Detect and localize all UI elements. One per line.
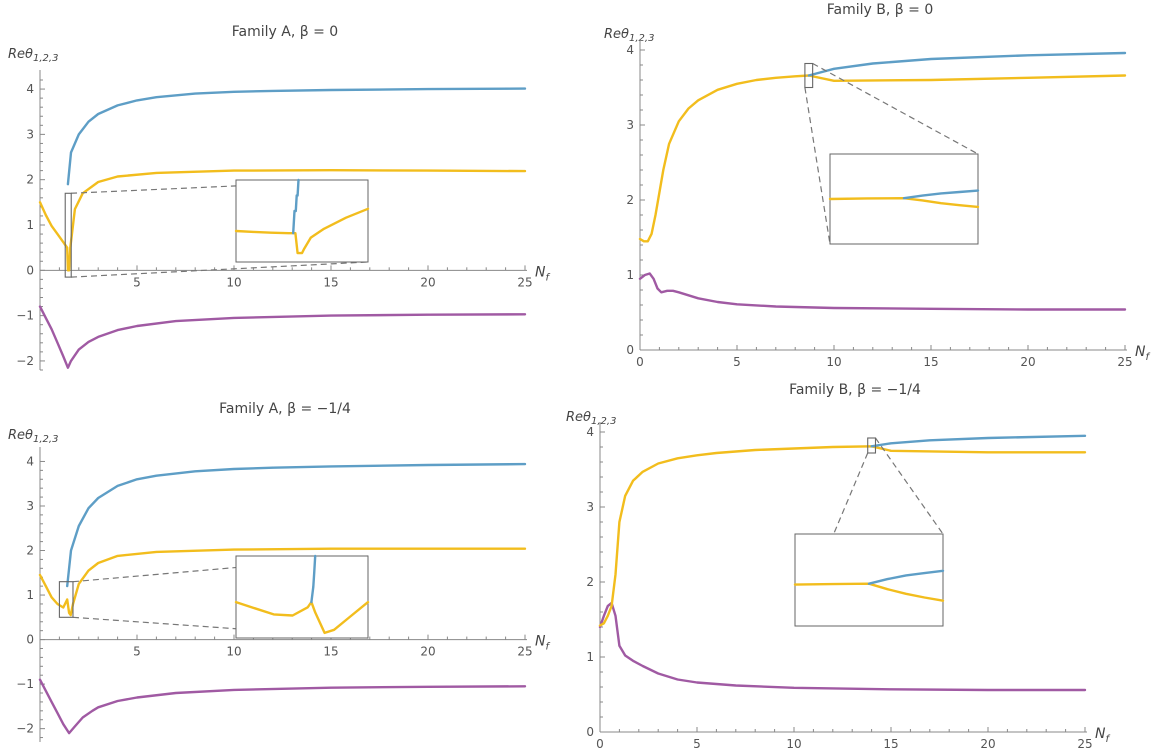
x-tick-label: 5 [733,355,741,369]
y-tick-label: 1 [626,268,634,282]
chart-panel-B0: Family B, β = 0 Reθ1,2,3 Nf 0 5 10 15 20 25 0 1 2 3 4 [604,2,1150,369]
x-tick-label: 15 [323,645,338,659]
x-tick-label: 5 [133,275,141,289]
y-tick-label: 2 [586,575,594,589]
inset-frame [235,555,369,639]
x-axis-label: Nf [1135,344,1150,363]
chart-panel-A0: Family A, β = 0 Reθ1,2,3 Nf 5 10 15 20 25 −2 −1 0 1… [8,24,550,371]
inset-series-blue-line [310,554,317,604]
y-tick-label: 2 [626,193,634,207]
series-yellow-line [638,74,1127,243]
inset-frame [794,533,944,627]
series-blue-line [870,434,1087,448]
inset-series-blue-line [867,569,945,585]
y-tick-label: 1 [26,218,34,232]
y-tick-label: 4 [626,43,634,57]
x-tick-label: 10 [786,737,801,751]
x-axis-label: Nf [535,264,550,283]
y-tick-label: 1 [586,650,594,664]
inset-series-blue-line [292,178,300,235]
x-tick-label: 20 [420,645,435,659]
x-axis-label: Nf [535,634,550,653]
inset-series-blue-line [902,189,980,200]
chart-title: Family B, β = 0 [827,2,933,18]
chart-panel-B1: Family B, β = −1/4 Reθ1,2,3 Nf 0 5 10 15 20 25 0 1… [566,382,1110,751]
y-tick-label: 3 [26,127,34,141]
x-tick-label: 0 [636,355,644,369]
y-tick-label: 4 [26,82,34,96]
x-tick-label: 20 [980,737,995,751]
chart-title: Family B, β = −1/4 [789,382,921,398]
x-tick-label: 20 [1020,355,1035,369]
inset-series-yellow-line [828,197,980,209]
y-tick-label: 3 [626,118,634,132]
x-tick-label: 25 [1117,355,1132,369]
series-blue-line [66,462,527,588]
inset-series-yellow-line [793,582,945,602]
x-tick-label: 25 [517,645,532,659]
y-tick-label: 3 [586,500,594,514]
y-tick-label: −1 [16,309,34,323]
series-blue-line [66,87,527,186]
y-tick-label: 4 [586,425,594,439]
zoom-region-box [867,437,877,454]
x-tick-label: 15 [883,737,898,751]
x-tick-label: 10 [826,355,841,369]
x-tick-label: 5 [133,645,141,659]
series-purple-line [638,272,1127,311]
x-tick-label: 25 [1077,737,1092,751]
series-blue-line [807,51,1127,77]
y-tick-label: 0 [626,343,634,357]
y-axis-label: Reθ1,2,3 [8,47,58,64]
y-tick-label: 0 [26,263,34,277]
zoom-region-box [58,581,74,618]
x-tick-label: 5 [693,737,701,751]
zoom-region-box [804,62,814,89]
series-purple-line [38,305,527,369]
y-tick-label: −2 [16,354,34,368]
inset-frame [235,179,369,263]
zoom-region-box [64,192,72,278]
x-tick-label: 25 [517,275,532,289]
x-tick-label: 0 [596,737,604,751]
y-tick-label: −2 [16,722,34,736]
y-tick-label: 0 [586,725,594,739]
y-tick-label: 2 [26,173,34,187]
series-purple-line [598,601,1087,692]
series-purple-line [38,678,527,735]
inset-series-yellow-line [234,207,370,255]
series-yellow-line [38,547,527,617]
series-yellow-line [598,445,1087,627]
series-yellow-line [38,169,527,272]
y-axis-label: Reθ1,2,3 [604,27,654,44]
x-tick-label: 10 [226,275,241,289]
x-tick-label: 15 [923,355,938,369]
y-tick-label: 1 [26,588,34,602]
zoom-connector [804,87,831,245]
y-tick-label: 2 [26,544,34,558]
y-axis-label: Reθ1,2,3 [566,410,616,427]
x-axis-label: Nf [1095,726,1110,745]
y-tick-label: 0 [26,633,34,647]
y-tick-label: −1 [16,677,34,691]
y-tick-label: 3 [26,499,34,513]
y-tick-label: 4 [26,454,34,468]
y-axis-label: Reθ1,2,3 [8,428,58,445]
chart-title: Family A, β = 0 [232,24,338,40]
zoom-connector [812,62,979,155]
x-tick-label: 15 [323,275,338,289]
x-tick-label: 10 [226,645,241,659]
chart-title: Family A, β = −1/4 [219,401,351,417]
x-tick-label: 20 [420,275,435,289]
